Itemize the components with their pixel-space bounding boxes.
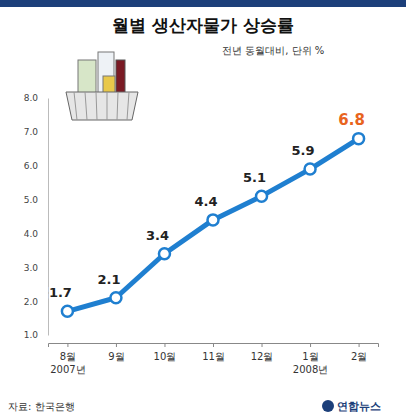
illustration <box>66 52 138 120</box>
x-tick: 12월 <box>251 343 274 362</box>
y-tick: 6.0 <box>24 161 48 171</box>
x-tick-label-line: 2008년 <box>293 364 328 375</box>
x-tick-mark <box>262 343 263 347</box>
x-tick: 2월 <box>351 343 367 362</box>
y-tick: 3.0 <box>24 263 48 273</box>
x-tick-label-line: 2월 <box>351 351 367 362</box>
marker <box>256 191 267 202</box>
y-tick-label: 5.0 <box>24 195 39 205</box>
data-label: 3.4 <box>146 228 169 243</box>
chart: 월별 생산자물가 상승률전년 동월대비, 단위 % 1.0 2.0 3.0 4.0 5.0… <box>0 0 406 420</box>
y-tick: 7.0 <box>24 127 48 137</box>
x-tick-label-line: 10월 <box>154 351 177 362</box>
x-tick-mark <box>359 343 360 347</box>
x-tick: 11월 <box>202 343 225 362</box>
credit: 연합뉴스 <box>322 400 381 413</box>
y-tick-label: 1.0 <box>24 330 39 340</box>
basket-rib <box>117 92 118 120</box>
x-tick-label: 12월 <box>251 351 274 362</box>
x-tick-mark <box>164 343 165 347</box>
basket-rib <box>127 92 129 120</box>
x-tick-label: 9월 <box>108 351 124 362</box>
data-label: 4.4 <box>194 194 217 209</box>
x-tick-mark <box>67 343 68 347</box>
marker <box>159 248 170 259</box>
x-tick-mark <box>213 343 214 347</box>
x-tick: 9월 <box>108 343 124 362</box>
y-axis: 1.0 2.0 3.0 4.0 5.0 6.0 7.0 8.0 <box>24 93 49 340</box>
x-tick-mark <box>116 343 117 347</box>
basket-rib <box>74 92 77 120</box>
data-label: 6.8 <box>338 111 365 129</box>
basket-rib <box>96 92 97 120</box>
plot-area <box>62 133 364 317</box>
basket-rib <box>85 92 87 120</box>
source: 자료: 한국은행 <box>8 401 75 412</box>
y-tick-label: 6.0 <box>24 161 39 171</box>
y-tick-label: 4.0 <box>24 229 39 239</box>
top-band <box>0 0 406 7</box>
data-label: 2.1 <box>97 272 120 287</box>
x-tick: 8월 2007년 <box>50 343 85 375</box>
x-tick: 1월 2008년 <box>293 343 328 375</box>
marker <box>62 306 73 317</box>
marker <box>208 214 219 225</box>
x-tick-label-line: 9월 <box>108 351 124 362</box>
x-tick-label: 11월 <box>202 351 225 362</box>
x-axis-line <box>49 344 379 348</box>
x-axis: 8월 2007년 9월 10월 11월 12월 1월 2008년 2월 <box>49 343 379 375</box>
y-tick: 5.0 <box>24 195 48 205</box>
y-tick: 4.0 <box>24 229 48 239</box>
data-label: 5.1 <box>243 170 266 185</box>
marker <box>110 292 121 303</box>
title: 월별 생산자물가 상승률 <box>112 15 294 35</box>
x-tick-label: 2월 <box>351 351 367 362</box>
data-labels: 1.7 2.1 3.4 4.4 5.1 5.9 6.8 <box>49 111 365 301</box>
basket <box>66 92 138 120</box>
subtitle: 전년 동월대비, 단위 % <box>222 45 324 56</box>
x-tick-label: 1월 2008년 <box>293 351 328 375</box>
basket-rib <box>107 92 108 120</box>
y-tick-label: 3.0 <box>24 263 39 273</box>
y-tick: 1.0 <box>24 330 48 340</box>
y-tick-label: 2.0 <box>24 297 39 307</box>
line <box>67 139 358 312</box>
x-tick-label-line: 2007년 <box>50 364 85 375</box>
x-tick-mark <box>310 343 311 347</box>
x-tick-label-line: 8월 <box>60 351 76 362</box>
data-label: 5.9 <box>292 143 315 158</box>
marker <box>353 133 364 144</box>
y-tick: 8.0 <box>24 93 48 103</box>
data-label: 1.7 <box>49 285 72 300</box>
credit-text: 연합뉴스 <box>337 400 381 413</box>
x-tick-label: 8월 2007년 <box>50 351 85 375</box>
credit-logo <box>322 400 334 412</box>
y-tick: 2.0 <box>24 297 48 307</box>
x-tick-label-line: 12월 <box>251 351 274 362</box>
x-tick-label-line: 11월 <box>202 351 225 362</box>
x-tick: 10월 <box>154 343 177 362</box>
x-tick-label-line: 1월 <box>302 351 318 362</box>
marker <box>305 164 316 175</box>
x-tick-label: 10월 <box>154 351 177 362</box>
y-tick-label: 7.0 <box>24 127 39 137</box>
y-tick-label: 8.0 <box>24 93 39 103</box>
